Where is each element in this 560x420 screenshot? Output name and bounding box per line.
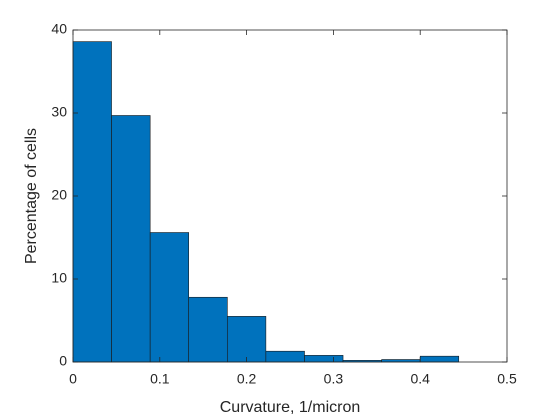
bar <box>227 316 267 363</box>
y-axis-label: Percentage of cells <box>23 128 40 264</box>
y-tick-label: 0 <box>59 353 67 369</box>
bar <box>72 41 112 363</box>
bar <box>111 115 151 363</box>
x-tick-label: 0.4 <box>410 371 430 387</box>
bar <box>188 296 228 363</box>
y-tick-label: 30 <box>51 104 67 120</box>
bar <box>419 355 460 363</box>
bar <box>265 350 305 363</box>
x-tick-label: 0.5 <box>497 371 517 387</box>
x-tick-label: 0 <box>69 371 77 387</box>
bar <box>304 355 344 363</box>
x-axis-label: Curvature, 1/micron <box>220 399 361 416</box>
y-tick-label: 20 <box>51 187 67 203</box>
bar <box>149 232 190 363</box>
y-tick-label: 10 <box>51 270 67 286</box>
x-tick-label: 0.3 <box>324 371 344 387</box>
x-tick-label: 0.1 <box>150 371 170 387</box>
y-tick-label: 40 <box>51 21 67 37</box>
x-tick-label: 0.2 <box>237 371 257 387</box>
